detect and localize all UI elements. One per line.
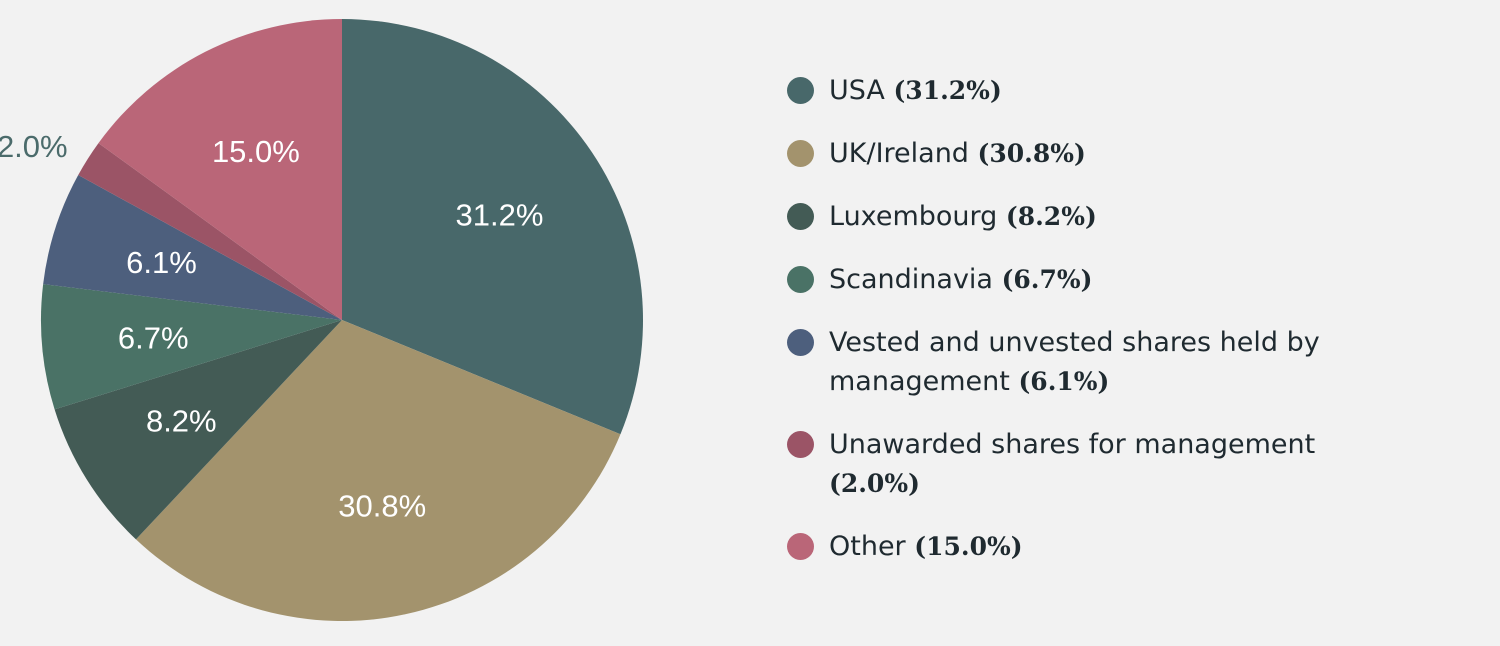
legend-label: Unawarded shares for management (829, 429, 1316, 460)
pie-slice-uk-ireland (135, 320, 621, 622)
legend-percentage: (15.0%) (914, 532, 1023, 561)
legend-item-vested-and-unvested-shares-held-by-management: Vested and unvested shares held by manag… (787, 323, 1407, 401)
legend-swatch (787, 431, 814, 458)
legend-item-unawarded-shares-for-management: Unawarded shares for management (2.0%) (787, 425, 1407, 503)
legend-label: Vested and unvested shares held by manag… (829, 327, 1320, 397)
legend-percentage: (30.8%) (977, 139, 1086, 168)
slice-label-luxembourg: 8.2% (146, 404, 217, 439)
legend-swatch (787, 203, 814, 230)
slice-label-vested-and-unvested-shares-held-by-management: 6.1% (126, 245, 197, 280)
legend-item-usa: USA (31.2%) (787, 71, 1407, 110)
legend-label: USA (829, 75, 885, 106)
pie-slice-other (98, 19, 343, 320)
legend-label: Other (829, 531, 906, 562)
legend-percentage: (6.7%) (1001, 265, 1093, 294)
legend-percentage: (6.1%) (1018, 367, 1110, 396)
slice-label-uk-ireland: 30.8% (338, 488, 426, 523)
pie-slice-unawarded-shares-for-management (78, 143, 342, 320)
legend-percentage: (2.0%) (829, 469, 920, 498)
legend-label: UK/Ireland (829, 138, 969, 169)
legend-swatch (787, 533, 814, 560)
legend-swatch (787, 266, 814, 293)
legend-item-other: Other (15.0%) (787, 527, 1407, 566)
legend-swatch (787, 77, 814, 104)
slice-label-other: 15.0% (212, 134, 300, 169)
legend-swatch (787, 140, 814, 167)
pie-slice-luxembourg (54, 320, 343, 540)
slice-label-scandinavia: 6.7% (118, 320, 189, 355)
legend-percentage: (31.2%) (893, 76, 1002, 105)
pie-slice-usa (342, 19, 644, 435)
slice-label-unawarded-shares-for-management: 2.0% (0, 129, 68, 164)
legend-percentage: (8.2%) (1005, 202, 1097, 231)
slice-label-usa: 31.2% (456, 197, 544, 232)
pie-slice-scandinavia (40, 284, 343, 410)
legend-swatch (787, 329, 814, 356)
legend-item-scandinavia: Scandinavia (6.7%) (787, 260, 1407, 299)
legend-item-luxembourg: Luxembourg (8.2%) (787, 197, 1407, 236)
pie-chart: 31.2% 30.8% 8.2% 6.7% 6.1% 2.0% 15.0% (0, 19, 644, 622)
legend-label: Luxembourg (829, 201, 998, 232)
legend-item-uk-ireland: UK/Ireland (30.8%) (787, 134, 1407, 173)
legend-label: Scandinavia (829, 264, 993, 295)
pie-slice-vested-and-unvested-shares-held-by-management (43, 174, 342, 320)
chart-legend: USA (31.2%) UK/Ireland (30.8%) Luxembourg … (787, 71, 1407, 590)
